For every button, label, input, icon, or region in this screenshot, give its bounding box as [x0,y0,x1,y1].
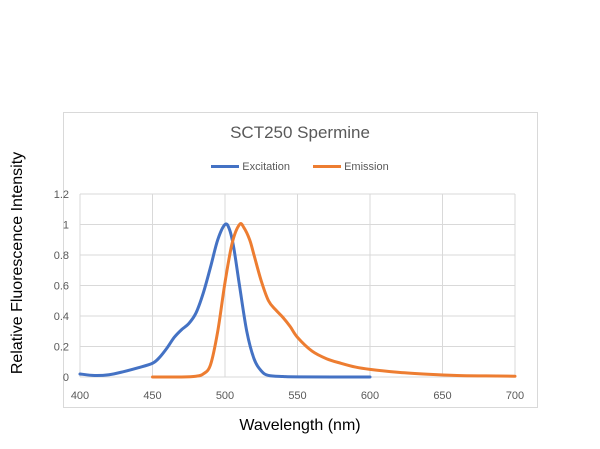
y-tick-label: 0 [63,372,69,384]
x-tick-label: 600 [361,390,379,402]
legend: Excitation Emission [0,159,600,173]
y-tick-label: 1.2 [54,189,69,201]
x-tick-label: 650 [433,390,451,402]
legend-label: Emission [344,160,389,173]
x-tick-label: 500 [216,390,234,402]
y-tick-label: 0.6 [54,281,69,293]
series-line-excitation [78,222,372,379]
y-tick-label: 0.2 [54,342,69,354]
legend-item-emission: Emission [313,161,389,173]
legend-swatch [211,165,240,168]
legend-swatch [313,165,342,168]
x-axis-label: Wavelength (nm) [239,417,361,434]
x-tick-label: 700 [506,390,524,402]
x-tick-label: 550 [288,390,306,402]
x-tick-label: 450 [143,390,161,402]
series-line-emission [151,222,517,379]
y-tick-label: 0.8 [54,250,69,262]
y-tick-label: 1 [63,220,69,232]
y-tick-label: 0.4 [54,311,69,323]
legend-label: Excitation [242,160,290,173]
legend-item-excitation: Excitation [211,161,290,173]
chart-area [63,112,538,408]
x-tick-label: 400 [71,390,89,402]
chart-title: SCT250 Spermine [230,123,370,142]
